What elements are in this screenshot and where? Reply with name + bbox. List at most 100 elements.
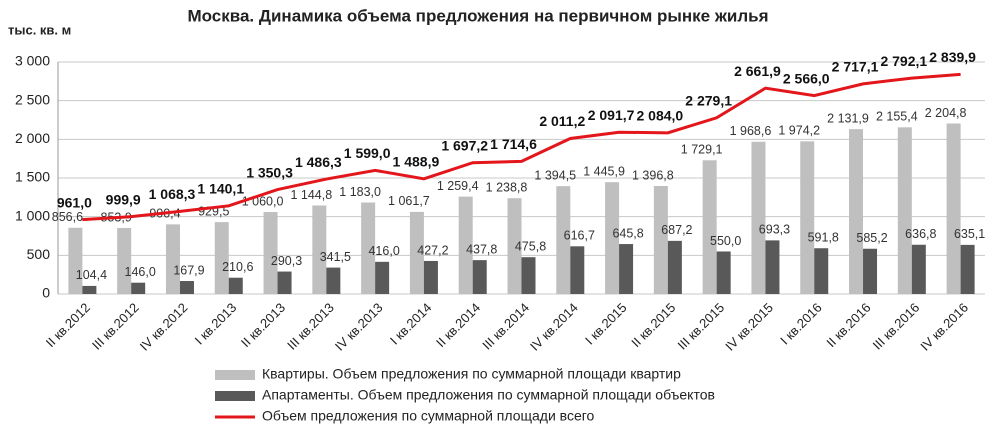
y-tick-label: 1 000 [15,207,50,223]
bar [849,129,864,294]
y-tick-label: 500 [27,246,51,262]
bar [619,244,634,294]
x-tick-label: II кв.2014 [433,300,483,350]
legend-swatch [215,391,255,401]
bar [570,246,585,294]
data-label: 585,2 [856,231,887,245]
bar [507,198,522,294]
bar [605,182,620,294]
x-tick-label: II кв.2016 [823,300,873,350]
data-label: 1 396,8 [632,168,674,182]
x-tick-label: IV кв.2015 [722,300,776,354]
data-label: 1 394,5 [534,168,576,182]
bar [117,227,132,294]
data-label: 687,2 [661,223,692,237]
bar [375,261,390,294]
data-label: 2 717,1 [832,59,879,75]
bar [179,281,194,294]
bar [653,185,668,294]
bar [702,160,717,294]
x-tick-label: III кв.2015 [674,300,727,353]
data-label: 146,0 [125,265,156,279]
legend-label: Квартиры. Объем предложения по суммарной… [262,366,681,382]
data-label: 635,1 [954,227,985,241]
bar [228,277,243,294]
data-label: 1 068,3 [149,186,196,202]
x-tick-label: IV кв.2012 [137,300,191,354]
y-tick-label: 2 000 [15,130,50,146]
x-tick-label: III кв.2013 [284,300,337,353]
bar [361,202,376,294]
data-label: 2 279,1 [685,92,732,108]
data-label: 1 183,0 [339,185,381,199]
data-label: 591,8 [808,231,839,245]
x-tick-label: I кв.2016 [777,300,825,348]
y-tick-label: 3 000 [15,53,50,69]
data-label: 437,8 [466,242,497,256]
legend-label: Объем предложения по суммарной площади в… [262,408,595,424]
data-label: 1 729,1 [681,143,723,157]
bar [277,271,292,294]
bar [423,260,438,294]
data-label: 616,7 [564,229,595,243]
data-label: 1 060,0 [242,194,284,208]
data-label: 2 792,1 [880,53,927,69]
bar [556,186,571,294]
bar [800,141,815,294]
bar [765,240,780,294]
bar [751,141,766,294]
bar [521,257,536,294]
x-tick-label: III кв.2016 [870,300,923,353]
data-label: 636,8 [905,227,936,241]
chart-title: Москва. Динамика объема предложения на п… [187,6,768,25]
data-label: 104,4 [76,268,107,282]
legend-label: Апартаменты. Объем предложения по суммар… [262,387,715,403]
bar [263,212,278,294]
data-label: 550,0 [710,234,741,248]
data-label: 856,6 [52,210,83,224]
data-label: 2 091,7 [588,107,635,123]
x-tick-label: IV кв.2013 [332,300,386,354]
data-label: 1 238,8 [486,180,528,194]
data-label: 645,8 [612,226,643,240]
x-tick-label: II кв.2015 [628,300,678,350]
bar [458,196,473,294]
data-label: 1 350,3 [246,164,293,180]
x-tick-label: I кв.2013 [192,300,240,348]
data-label: 1 968,6 [730,124,772,138]
y-axis-label: тыс. кв. м [8,22,71,37]
line [82,72,961,222]
x-tick-label: III кв.2014 [479,300,532,353]
data-label: 210,6 [222,260,253,274]
data-label: 427,2 [417,243,448,257]
bar [472,260,487,294]
x-tick-label: II кв.2012 [43,300,93,350]
x-tick-label: II кв.2013 [238,300,288,350]
data-label: 961,0 [57,194,92,210]
bar [68,227,83,294]
y-tick-label: 0 [42,285,50,301]
data-label: 416,0 [368,244,399,258]
data-label: 1 697,2 [441,137,488,153]
y-tick-label: 2 500 [15,91,50,107]
data-label: 1 144,8 [290,188,332,202]
data-label: 341,5 [320,250,351,264]
bar [863,248,878,294]
data-label: 999,9 [106,191,141,207]
data-label: 2 011,2 [539,113,585,129]
x-tick-label: IV кв.2016 [917,300,971,354]
data-label: 2 566,0 [783,70,830,86]
data-label: 2 084,0 [637,108,684,124]
data-label: 2 839,9 [929,49,976,65]
data-label: 1 140,1 [197,181,244,197]
data-label: 2 204,8 [925,106,967,120]
data-label: 1 599,0 [344,145,391,161]
y-tick-label: 1 500 [15,169,50,185]
x-tick-label: I кв.2014 [387,300,435,348]
data-label: 1 974,2 [778,124,820,138]
bar [326,267,341,294]
data-label: 1 714,6 [490,136,537,152]
bar [911,244,926,294]
bar [82,285,97,294]
